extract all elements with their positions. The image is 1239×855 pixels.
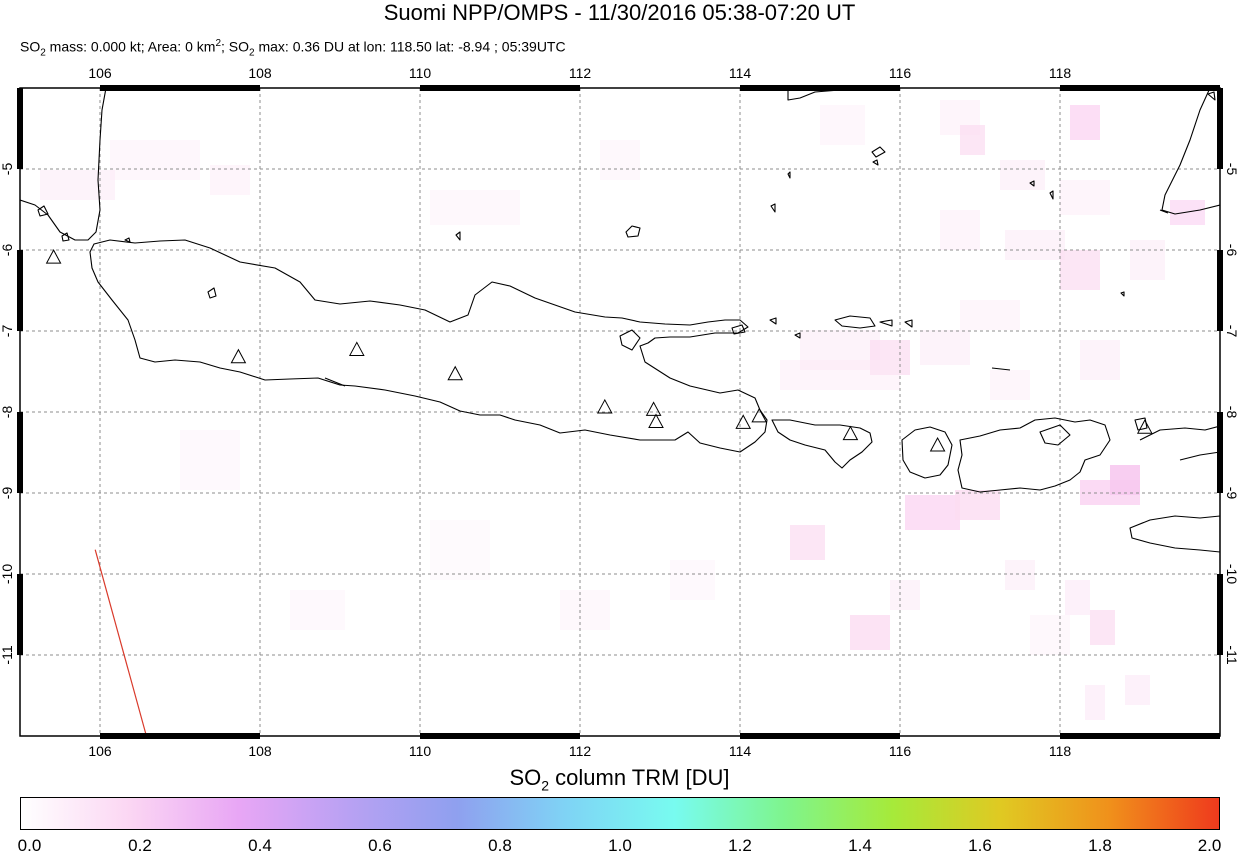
colorbar-title: SO2 column TRM [DU] (0, 765, 1239, 798)
frame-band-bottom (100, 733, 260, 739)
frame-band-left (17, 412, 23, 493)
so2-summary: SO2 mass: 0.000 kt; Area: 0 km2; SO2 max… (20, 35, 566, 62)
lon-tick-label-top: 110 (409, 65, 432, 81)
volcano-triangle-icon (447, 365, 464, 381)
map-panel: 106 106 108 108 110 110 112 112 114 114 116 116 118 1… (0, 65, 1239, 759)
frame-band-right (1217, 412, 1223, 493)
map-gridlines (20, 88, 1220, 736)
volcano-triangle-icon (751, 407, 768, 423)
colorbar-tick-label: 0.0 (17, 836, 42, 855)
lon-tick-label-top: 108 (248, 65, 272, 81)
lon-tick-label-bottom: 110 (409, 743, 432, 759)
lon-tick-label-bottom: 118 (1049, 743, 1072, 759)
frame-band-right (1217, 250, 1223, 331)
volcano-markers (45, 249, 1153, 452)
lon-tick-label-bottom: 106 (88, 743, 112, 759)
summary-part: SO (20, 38, 41, 55)
colorbar-tick-label: 2.0 (1197, 836, 1222, 855)
volcano-triangle-icon (596, 398, 613, 414)
volcano-triangle-icon (645, 401, 662, 416)
colorbar-tick-label: 1.2 (728, 836, 752, 855)
volcano-triangle-icon (929, 436, 946, 452)
frame-band-top (1060, 85, 1220, 91)
frame-band-top (420, 85, 580, 91)
lat-tick-label-right: -7 (1224, 325, 1239, 338)
frame-band-bottom (740, 733, 900, 739)
colorbar-title-subscript: 2 (541, 777, 550, 794)
summary-subscript: 2 (40, 47, 46, 59)
volcano-triangle-icon (648, 413, 664, 429)
coastlines (20, 88, 1220, 553)
lon-tick-label-top: 106 (88, 65, 112, 81)
lat-tick-label-left: -6 (0, 244, 15, 257)
summary-superscript: 2 (215, 38, 221, 49)
volcano-triangle-icon (735, 414, 752, 429)
summary-subscript: 2 (249, 47, 255, 59)
lat-tick-label-right: -5 (1224, 163, 1239, 176)
frame-band-bottom (1060, 733, 1220, 739)
colorbar-tick-label: 0.4 (248, 836, 272, 855)
frame-band-left (17, 250, 23, 331)
lat-tick-label-right: -10 (1224, 564, 1239, 584)
colorbar-tick-label: 1.8 (1088, 836, 1112, 855)
lon-tick-label-top: 112 (569, 65, 592, 81)
colorbar-title-part: SO (509, 765, 542, 790)
lon-tick-label-top: 116 (889, 65, 912, 81)
colorbar-title-part: column TRM [DU] (549, 765, 730, 790)
axis-tick-labels: 106 106 108 108 110 110 112 112 114 114 116 116 118 1… (0, 65, 1239, 759)
lat-tick-label-left: -7 (0, 325, 15, 338)
summary-part: max: 0.36 DU at lon: 118.50 lat: -8.94 ;… (254, 38, 566, 55)
lon-tick-label-bottom: 108 (248, 743, 272, 759)
colorbar-tick-label: 0.8 (488, 836, 512, 855)
lon-tick-label-top: 118 (1049, 65, 1072, 81)
colorbar-tick-label: 0.6 (368, 836, 392, 855)
summary-part: ; SO (221, 38, 250, 55)
frame-band-top (100, 85, 260, 91)
volcano-triangle-icon (230, 348, 247, 364)
orbit-track (94, 549, 147, 737)
frame-band-left (17, 574, 23, 655)
lat-tick-label-left: -5 (0, 163, 15, 176)
lat-tick-label-left: -10 (0, 564, 15, 584)
lon-tick-label-bottom: 116 (889, 743, 912, 759)
frame-band-top (740, 85, 900, 91)
frame-band-bottom (420, 733, 580, 739)
frame-band-right (1217, 88, 1223, 169)
lat-tick-label-left: -9 (0, 487, 15, 500)
axis-frame-bands (17, 85, 1223, 739)
colorbar (20, 797, 1220, 830)
lat-tick-label-right: -9 (1224, 487, 1239, 500)
frame-band-right (1217, 574, 1223, 655)
summary-part: mass: 0.000 kt; Area: 0 km (45, 38, 216, 55)
lat-tick-label-right: -11 (1224, 645, 1239, 664)
lat-tick-label-right: -6 (1224, 244, 1239, 257)
lon-tick-label-bottom: 114 (729, 743, 752, 759)
frame-band-left (17, 88, 23, 169)
volcano-triangle-icon (45, 249, 62, 264)
lat-tick-label-left: -11 (0, 645, 15, 664)
lat-tick-label-left: -8 (0, 406, 15, 419)
lat-tick-label-right: -8 (1224, 406, 1239, 419)
volcano-triangle-icon (348, 341, 365, 356)
map-title: Suomi NPP/OMPS - 11/30/2016 05:38-07:20 … (383, 0, 856, 25)
so2-pixels (40, 100, 1205, 720)
colorbar-tick-label: 1.6 (968, 836, 992, 855)
colorbar-tick-label: 0.2 (128, 836, 152, 855)
volcano-triangle-icon (1136, 419, 1153, 434)
lon-tick-label-bottom: 112 (569, 743, 592, 759)
colorbar-tick-label: 1.0 (608, 836, 632, 855)
colorbar-tick-label: 1.4 (848, 836, 872, 855)
lon-tick-label-top: 114 (729, 65, 752, 81)
volcano-triangle-icon (842, 425, 859, 441)
